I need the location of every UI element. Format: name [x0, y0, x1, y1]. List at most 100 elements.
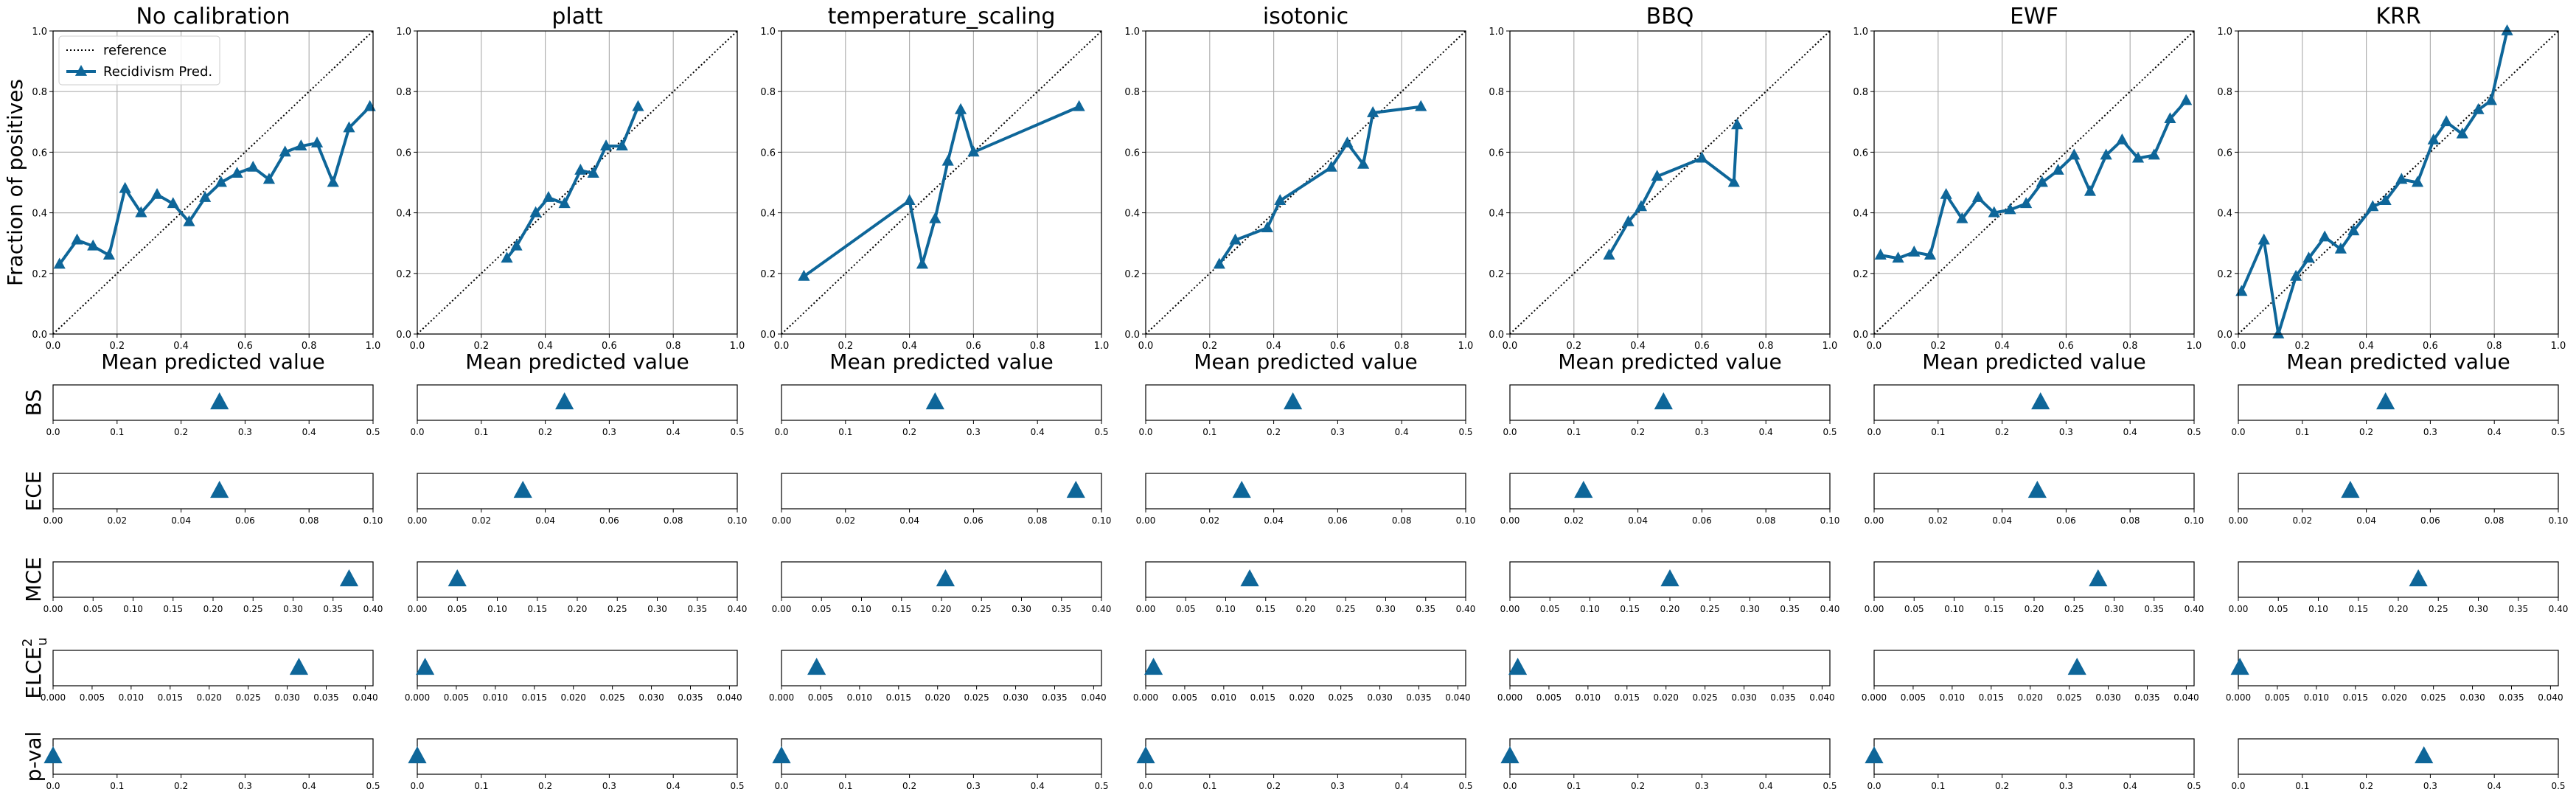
metric-tick-label: 0.005	[444, 692, 469, 703]
metric-tick-label: 0.2	[1267, 427, 1281, 437]
metric-tick-label: 0.000	[2226, 692, 2251, 703]
metric-value-marker	[1574, 481, 1593, 498]
metric-value-marker	[1284, 392, 1303, 410]
metric-tick-label: 0.4	[1759, 427, 1773, 437]
metric-panel: 0.000 0.005 0.010 0.015 0.020 0.025 0.030 0.035…	[41, 650, 378, 703]
metric-tick-label: 0.25	[1336, 604, 1356, 614]
data-point-marker	[2148, 148, 2160, 160]
y-tick-label: 0.8	[2217, 87, 2232, 98]
metric-tick-label: 0.15	[163, 604, 183, 614]
data-point-marker	[135, 206, 147, 218]
metric-value-marker	[2027, 481, 2047, 498]
metric-tick-label: 0.15	[1984, 604, 2004, 614]
data-point-marker	[1622, 215, 1635, 226]
metric-tick-label: 0.25	[243, 604, 263, 614]
x-tick-label: 0.4	[537, 341, 553, 352]
metric-value-marker	[415, 658, 435, 675]
x-tick-label: 0.0	[1138, 341, 1154, 352]
metric-tick-label: 0.10	[1456, 515, 1476, 526]
data-point-marker	[87, 239, 100, 251]
metric-tick-label: 0.35	[1051, 604, 1071, 614]
metric-tick-label: 0.10	[1092, 515, 1112, 526]
metric-value-marker	[1066, 481, 1085, 498]
data-point-marker	[1971, 191, 1985, 202]
metric-tick-label: 0.3	[602, 781, 616, 791]
data-point-marker	[1603, 248, 1615, 260]
metric-tick-label: 0.030	[1367, 692, 1392, 703]
y-tick-label: 0.2	[2217, 269, 2232, 280]
x-tick-label: 0.2	[1930, 341, 1946, 352]
metric-tick-label: 0.5	[366, 427, 380, 437]
data-point-marker	[2411, 175, 2424, 187]
data-point-marker	[2334, 242, 2347, 254]
y-tick-label: 0.6	[1489, 147, 1504, 159]
axes-frame	[52, 30, 374, 335]
metric-tick-label: 0.10	[1216, 604, 1236, 614]
metric-tick-label: 0.0	[1503, 427, 1517, 437]
metric-tick-label: 0.035	[678, 692, 703, 703]
metric-tick-label: 0.020	[1289, 692, 1315, 703]
metric-value-marker	[936, 569, 955, 587]
metric-panel: 0.00 0.05 0.10 0.15 0.20 0.25 0.30 0.35 0.40	[772, 561, 1112, 614]
metric-tick-label: 0.010	[483, 692, 508, 703]
metric-tick-label: 0.05	[1540, 604, 1560, 614]
metric-tick-label: 0.05	[812, 604, 832, 614]
metric-tick-label: 0.035	[2134, 692, 2159, 703]
data-point-marker	[529, 206, 542, 218]
metric-tick-label: 0.30	[283, 604, 303, 614]
metric-panel: 0.0 0.1 0.2 0.3 0.4 0.5	[1867, 384, 2201, 437]
metric-tick-label: 0.35	[1416, 604, 1435, 614]
data-point-marker	[798, 269, 810, 281]
y-tick-label: 0.4	[1853, 209, 1868, 220]
data-point-marker	[903, 194, 916, 206]
metric-tick-label: 0.2	[174, 781, 188, 791]
data-point-marker	[310, 136, 324, 147]
metric-tick-label: 0.0	[774, 781, 788, 791]
metric-tick-label: 0.02	[2292, 515, 2312, 526]
metric-tick-label: 0.15	[1620, 604, 1640, 614]
x-axis-label: Mean predicted value	[1922, 350, 2145, 374]
metric-tick-label: 0.000	[1133, 692, 1158, 703]
metric-value-marker	[925, 392, 944, 410]
x-tick-label: 0.6	[237, 341, 253, 352]
x-tick-label: 0.6	[966, 341, 981, 352]
y-tick-label: 0.4	[1489, 209, 1504, 220]
y-tick-label: 0.0	[760, 330, 776, 341]
metric-tick-label: 0.1	[1567, 781, 1581, 791]
data-point-marker	[2272, 327, 2285, 338]
metric-tick-label: 0.5	[2187, 781, 2201, 791]
metric-tick-label: 0.010	[847, 692, 872, 703]
metric-tick-label: 0.1	[1567, 427, 1581, 437]
data-point-marker	[2302, 251, 2315, 263]
metric-axes-frame	[781, 650, 1102, 686]
metric-tick-label: 0.10	[1944, 604, 1964, 614]
metric-panel: 0.000 0.005 0.010 0.015 0.020 0.025 0.030 0.035…	[769, 650, 1107, 703]
axes-frame	[1145, 30, 1466, 335]
metric-tick-label: 0.25	[608, 604, 627, 614]
panel-title: KRR	[2375, 4, 2420, 29]
metric-tick-label: 0.5	[2551, 781, 2565, 791]
metric-panel: 0.0 0.1 0.2 0.3 0.4 0.5	[410, 384, 745, 437]
x-tick-label: 0.2	[2294, 341, 2310, 352]
metric-tick-label: 0.1	[474, 427, 488, 437]
metric-tick-label: 0.4	[2123, 427, 2137, 437]
metric-tick-label: 0.1	[1202, 781, 1216, 791]
data-point-marker	[929, 212, 941, 223]
metric-value-marker	[1865, 746, 1884, 764]
metric-tick-label: 0.40	[1092, 604, 1112, 614]
y-tick-label: 0.8	[1124, 87, 1140, 98]
metric-axes-frame	[1509, 384, 1831, 421]
y-tick-label: 0.0	[1489, 330, 1504, 341]
data-point-marker	[2258, 233, 2270, 245]
metric-value-marker	[2067, 658, 2086, 675]
metric-value-marker	[289, 658, 309, 675]
metric-tick-label: 0.06	[964, 515, 984, 526]
metric-axes-frame	[52, 650, 374, 686]
metric-tick-label: 0.020	[2382, 692, 2407, 703]
metric-tick-label: 0.040	[1809, 692, 1834, 703]
y-tick-label: 0.8	[760, 87, 776, 98]
data-point-marker	[2347, 224, 2360, 236]
x-tick-label: 0.8	[302, 341, 317, 352]
metric-tick-label: 0.00	[2229, 515, 2249, 526]
